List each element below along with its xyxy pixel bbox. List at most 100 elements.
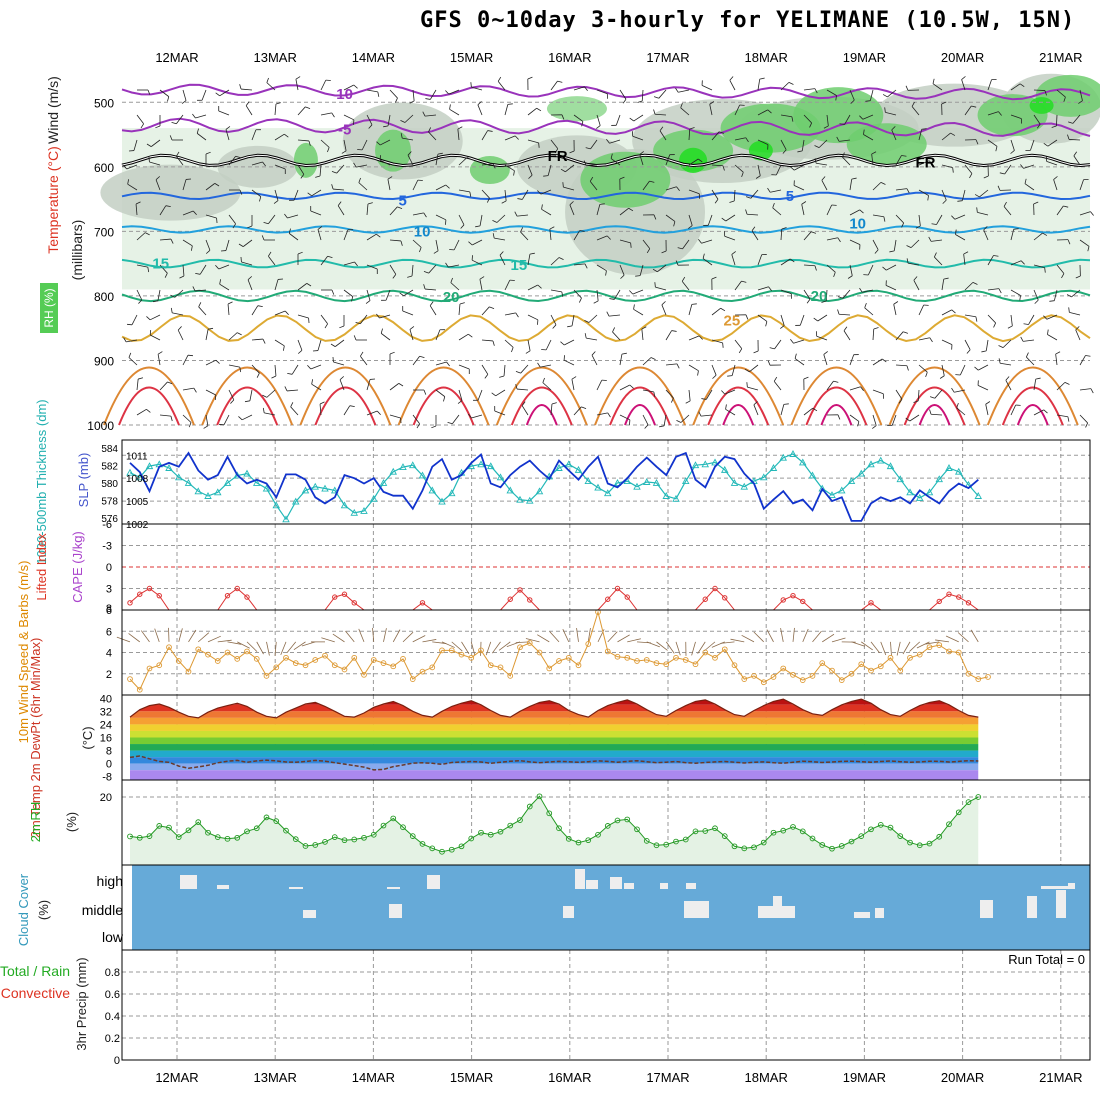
wind-barb <box>297 314 310 324</box>
thickness-point <box>574 465 583 473</box>
wind-barb <box>753 401 759 416</box>
temp2m-tick-label: 8 <box>106 746 112 758</box>
barb-staff <box>310 364 322 370</box>
rh2m-point <box>224 835 231 842</box>
rh2m-point <box>322 839 328 845</box>
barb-staff <box>1033 114 1041 125</box>
wind10-point <box>341 666 348 673</box>
barb-staff <box>794 164 805 171</box>
barb-staff <box>849 179 853 191</box>
barb-flag <box>881 358 887 363</box>
barb-staff <box>242 239 253 247</box>
barb-flag <box>1019 295 1021 301</box>
date-label-top: 13MAR <box>254 50 297 65</box>
date-label-bottom: 15MAR <box>450 1070 493 1085</box>
barb-staff <box>596 89 608 95</box>
barb-flag <box>607 412 611 418</box>
wind-barb <box>320 112 335 118</box>
barb-flag <box>630 242 632 248</box>
barb-staff <box>527 314 539 321</box>
barb-staff <box>573 114 584 122</box>
wind-barb <box>1033 409 1048 416</box>
barb-staff <box>199 264 207 275</box>
barb-staff <box>435 214 447 221</box>
barb-staff <box>1010 229 1015 241</box>
barb-flag <box>697 158 703 163</box>
wind-barb <box>1033 377 1041 391</box>
barb-flag <box>468 413 472 419</box>
barb-staff <box>504 189 507 201</box>
barb-staff <box>849 414 860 422</box>
thickness-line <box>129 453 979 521</box>
wind-barb <box>882 264 897 271</box>
barb-staff <box>366 289 371 301</box>
wind10-barb <box>293 641 306 651</box>
lifted-index-point <box>868 600 874 606</box>
wind-barb <box>734 164 744 178</box>
wind-barb <box>127 179 138 191</box>
wind10-barb <box>720 641 735 644</box>
barb-staff <box>751 230 759 241</box>
wind-barb <box>182 178 192 191</box>
barb-flag <box>560 341 565 346</box>
wind-barb <box>889 239 897 253</box>
barb-staff <box>641 329 644 341</box>
wind-barb <box>612 327 621 341</box>
barb-staff <box>803 407 813 416</box>
barb-flag <box>999 172 1005 175</box>
cloud-middle-bar <box>875 908 884 918</box>
barb-staff <box>172 312 184 316</box>
wind-barb <box>757 254 767 266</box>
lifted-index-point <box>780 597 786 603</box>
thickness-point <box>945 464 953 471</box>
wind-barb <box>295 76 301 91</box>
barb-flag <box>929 409 932 415</box>
rh2m-point <box>253 825 260 832</box>
barb-flag <box>238 416 243 421</box>
wind-barb <box>297 139 311 146</box>
barb-flag <box>821 176 826 181</box>
barb-flag <box>633 304 635 310</box>
barb-flag <box>239 367 242 373</box>
wind10-barb <box>780 628 784 642</box>
wind-barb <box>951 214 966 220</box>
barb-flag <box>428 127 432 133</box>
barb-staff <box>159 238 171 241</box>
wind-barb <box>205 214 218 224</box>
wind-barb <box>220 239 230 252</box>
lifted-index-point <box>722 595 728 601</box>
wind-barb <box>826 380 839 391</box>
barb-staff <box>380 333 391 341</box>
barb-flag <box>140 123 144 129</box>
barb-staff <box>918 337 930 341</box>
wind10-point <box>565 654 572 661</box>
barb-flag <box>227 301 233 305</box>
barb-flag <box>195 273 201 275</box>
barb-staff <box>893 239 897 251</box>
barb-flag <box>520 227 524 233</box>
lifted-index-point <box>507 596 513 602</box>
wind-barb <box>772 202 782 216</box>
barb-staff <box>205 359 217 366</box>
barb-flag <box>560 168 566 173</box>
wind-barb <box>550 314 557 329</box>
barb-staff <box>435 329 441 341</box>
barb-flag <box>629 384 634 389</box>
barb-flag <box>1053 176 1058 180</box>
thickness-point <box>135 473 144 481</box>
isotherm-35 <box>707 386 770 426</box>
barb-flag <box>138 299 143 304</box>
barb-flag <box>857 421 860 427</box>
barb-flag <box>499 375 505 378</box>
barb-flag <box>536 107 542 112</box>
barb-staff <box>632 289 644 295</box>
barb-flag <box>152 300 158 303</box>
barb-flag <box>541 204 543 210</box>
barb-staff <box>701 414 713 417</box>
thickness-point <box>915 493 924 501</box>
thickness-point <box>633 482 641 490</box>
barb-staff <box>504 104 509 116</box>
barb-flag <box>639 151 644 155</box>
rh2m-point <box>156 823 163 829</box>
barb-staff <box>1079 239 1090 247</box>
